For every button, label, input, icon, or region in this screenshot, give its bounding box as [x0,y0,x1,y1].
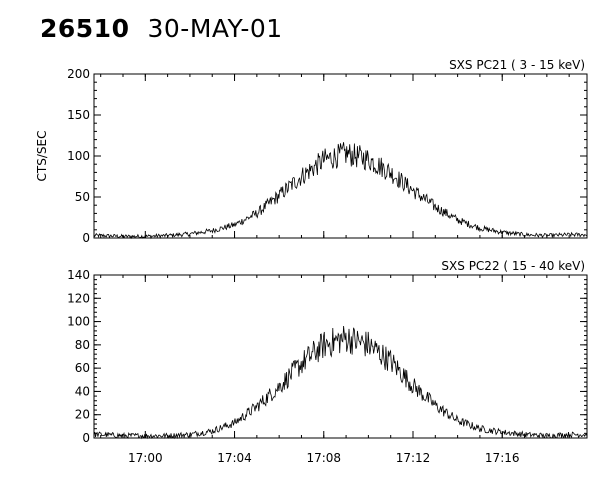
y-tick-label: 150 [67,108,90,122]
series-line-1 [93,142,588,240]
y-tick-label: 60 [75,361,90,375]
x-tick-label: 17:04 [217,451,252,465]
plot-frame [93,274,588,439]
plot-frame [93,73,588,239]
x-tick-label: 17:08 [306,451,341,465]
y-tick-label: 50 [75,190,90,204]
y-tick-label: 120 [67,291,90,305]
chart-title: SXS PC22 ( 15 - 40 keV) [441,259,585,273]
chart-panel-2: SXS PC22 ( 15 - 40 keV) 0 20 40 60 80 100 120 14… [67,259,588,465]
y-tick-label: 20 [75,408,90,422]
event-id: 26510 [40,14,130,43]
y-tick-label: 100 [67,315,90,329]
event-date: 30-MAY-01 [147,14,283,43]
figure-header: 26510 30-MAY-01 [40,14,283,50]
x-tick-label: 17:00 [128,451,163,465]
y-tick-label: 140 [67,268,90,282]
chart-title: SXS PC21 ( 3 - 15 keV) [449,58,585,72]
y-tick-label: 200 [67,67,90,81]
y-tick-label: 100 [67,149,90,163]
x-tick-label: 17:12 [396,451,431,465]
y-tick-label: 0 [82,231,90,245]
x-tick-label: 17:16 [485,451,520,465]
chart-panel-1: SXS PC21 ( 3 - 15 keV) CTS/SEC 0 50 100 150 20… [35,58,588,245]
series-line-1 [93,325,588,440]
y-axis-label: CTS/SEC [35,131,49,182]
y-tick-label: 40 [75,384,90,398]
y-tick-label: 0 [82,431,90,445]
y-tick-label: 80 [75,338,90,352]
